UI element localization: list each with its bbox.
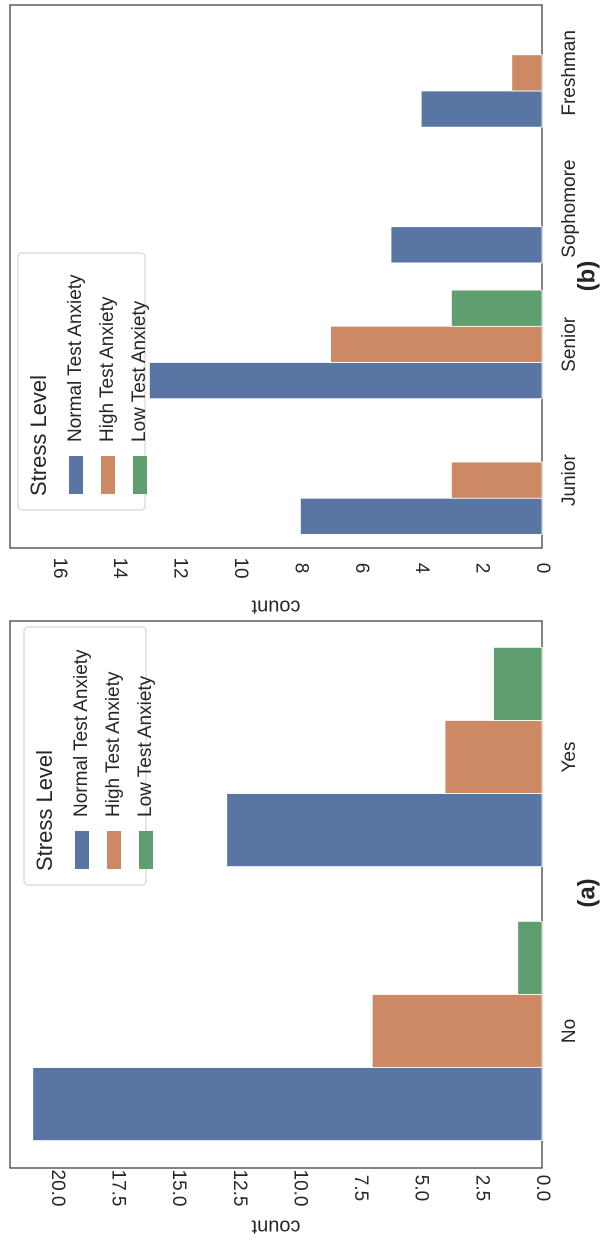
- legend-box: [17, 252, 146, 511]
- bar-junior-normal-test-anxiety: [299, 497, 543, 535]
- y-axis-label: count: [251, 596, 300, 618]
- bar-yes-normal-test-anxiety: [226, 793, 543, 867]
- legend-label-high-test-anxiety: High Test Anxiety: [103, 671, 124, 817]
- x-tick-label-senior: Senior: [559, 316, 580, 372]
- bar-no-low-test-anxiety: [517, 921, 543, 995]
- legend-label-normal-test-anxiety: Normal Test Anxiety: [71, 649, 92, 817]
- plot-frame: [9, 620, 543, 1169]
- bar-senior-low-test-anxiety: [450, 289, 543, 327]
- bar-senior-high-test-anxiety: [330, 325, 543, 363]
- bar-sophomore-normal-test-anxiety: [390, 226, 543, 264]
- y-tick-label-2-5: 2.5: [471, 1175, 492, 1201]
- x-tick-label-yes: Yes: [559, 742, 580, 773]
- x-tick-label-no: No: [559, 1019, 580, 1043]
- legend: Stress Level Normal Test Anxiety High Test…: [17, 252, 150, 511]
- bar-freshman-high-test-anxiety: [511, 54, 543, 92]
- panel-label: (a): [573, 878, 600, 907]
- y-tick-label-20-0: 20.0: [47, 1170, 68, 1207]
- x-tick-label-freshman: Freshman: [559, 30, 580, 116]
- legend-swatch-high-test-anxiety: [101, 456, 115, 494]
- y-tick-label-12: 12: [170, 557, 191, 578]
- y-axis-label: count: [251, 1216, 300, 1238]
- y-tick-label-7-5: 7.5: [350, 1175, 371, 1201]
- y-tick-label-10-0: 10.0: [289, 1170, 310, 1207]
- bar-freshman-normal-test-anxiety: [420, 90, 543, 128]
- y-tick-label-17-5: 17.5: [108, 1170, 129, 1207]
- panel-a: No Yes 0.0 2.5 5.0 7.5 10.0 12.5 15.0 17.5 20.0 cou…: [9, 620, 600, 1238]
- legend-swatch-normal-test-anxiety: [75, 831, 89, 869]
- x-tick-label-sophomore: Sophomore: [559, 160, 580, 258]
- bar-yes-high-test-anxiety: [444, 720, 543, 794]
- y-tick-label-0-0: 0.0: [532, 1175, 553, 1201]
- y-tick-label-6: 6: [351, 563, 372, 574]
- bar-senior-normal-test-anxiety: [148, 362, 543, 400]
- bar-yes-low-test-anxiety: [493, 647, 543, 721]
- legend: Stress Level Normal Test Anxiety High Test…: [23, 626, 156, 886]
- y-tick-label-10: 10: [230, 557, 251, 578]
- bar-no-high-test-anxiety: [371, 994, 543, 1068]
- plot-frame: [9, 4, 543, 549]
- bar-junior-high-test-anxiety: [450, 461, 543, 499]
- y-tick-label-2: 2: [472, 563, 493, 574]
- panel-b: Junior Senior Sophomore Freshman 0 2 4 6 8 10 12 14…: [9, 4, 600, 618]
- legend-swatch-high-test-anxiety: [107, 831, 121, 869]
- y-tick-label-15-0: 15.0: [168, 1170, 189, 1207]
- legend-box: [23, 626, 147, 886]
- legend-label-low-test-anxiety: Low Test Anxiety: [135, 675, 156, 817]
- y-tick-label-16: 16: [49, 557, 70, 578]
- y-tick-label-4: 4: [411, 563, 432, 574]
- legend-swatch-low-test-anxiety: [139, 831, 153, 869]
- legend-title: Stress Level: [32, 750, 57, 871]
- legend-swatch-normal-test-anxiety: [69, 456, 83, 494]
- bar-no-normal-test-anxiety: [32, 1067, 543, 1141]
- legend-swatch-low-test-anxiety: [133, 456, 147, 494]
- legend-label-high-test-anxiety: High Test Anxiety: [97, 296, 118, 442]
- legend-label-low-test-anxiety: Low Test Anxiety: [129, 300, 150, 442]
- legend-label-normal-test-anxiety: Normal Test Anxiety: [65, 274, 86, 442]
- x-tick-label-junior: Junior: [559, 454, 580, 506]
- legend-title: Stress Level: [26, 375, 51, 496]
- y-tick-label-14: 14: [109, 557, 130, 579]
- y-tick-label-5-0: 5.0: [411, 1175, 432, 1201]
- y-tick-label-0: 0: [532, 563, 553, 574]
- panel-label: (b): [573, 261, 600, 292]
- y-tick-label-12-5: 12.5: [229, 1170, 250, 1207]
- y-tick-label-8: 8: [290, 563, 311, 574]
